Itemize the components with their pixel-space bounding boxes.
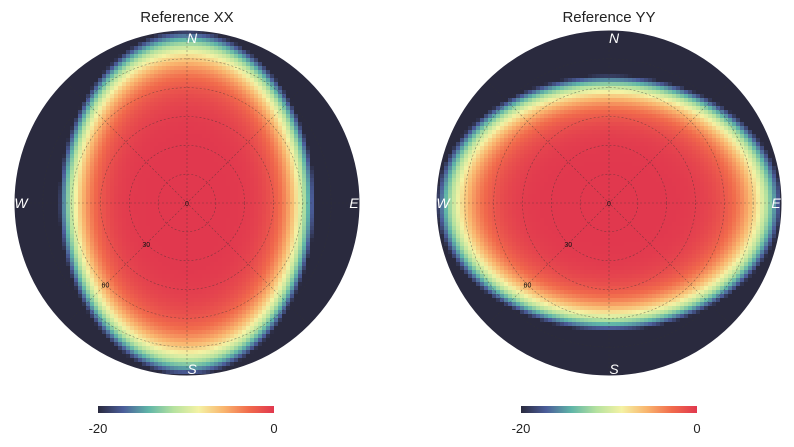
compass-north: N: [187, 30, 198, 46]
za-ring: [100, 116, 274, 290]
az-spoke: [64, 80, 310, 326]
colorbar-tick-min: -20: [89, 421, 108, 436]
za-ring: [551, 145, 667, 261]
polar-grid: [14, 30, 360, 376]
beam-heatmap: [436, 30, 782, 376]
compass-west: W: [14, 195, 29, 211]
ring-label-0: 0: [185, 201, 189, 208]
az-spoke: [486, 80, 732, 326]
polar-grid: [436, 30, 782, 376]
panel-title: Reference XX: [140, 9, 233, 26]
compass-south: S: [187, 361, 197, 377]
horizon-rim: [435, 29, 783, 377]
za-ring: [522, 116, 696, 290]
colorbar: [98, 406, 274, 413]
compass-south: S: [609, 361, 619, 377]
beam-panel-1: 0 30 60 N S E W Reference XX -20 0: [13, 9, 361, 436]
colorbar-tick-max: 0: [270, 421, 277, 436]
beam-panel-2: 0 30 60 N S E W Reference YY -20 0: [435, 9, 783, 436]
colorbar: [521, 406, 697, 413]
horizon-rim: [13, 29, 361, 377]
panel-title: Reference YY: [562, 9, 655, 26]
compass-north: N: [609, 30, 620, 46]
colorbar-tick-max: 0: [693, 421, 700, 436]
za-ring: [129, 145, 245, 261]
ring-label-60: 60: [524, 283, 532, 290]
ring-label-0: 0: [607, 201, 611, 208]
compass-west: W: [436, 195, 451, 211]
compass-east: E: [771, 195, 781, 211]
ring-label-60: 60: [102, 283, 110, 290]
colorbar-tick-min: -20: [512, 421, 531, 436]
compass-east: E: [349, 195, 359, 211]
ring-label-30: 30: [564, 242, 572, 249]
ring-label-30: 30: [142, 242, 150, 249]
beam-heatmap: [14, 30, 360, 376]
